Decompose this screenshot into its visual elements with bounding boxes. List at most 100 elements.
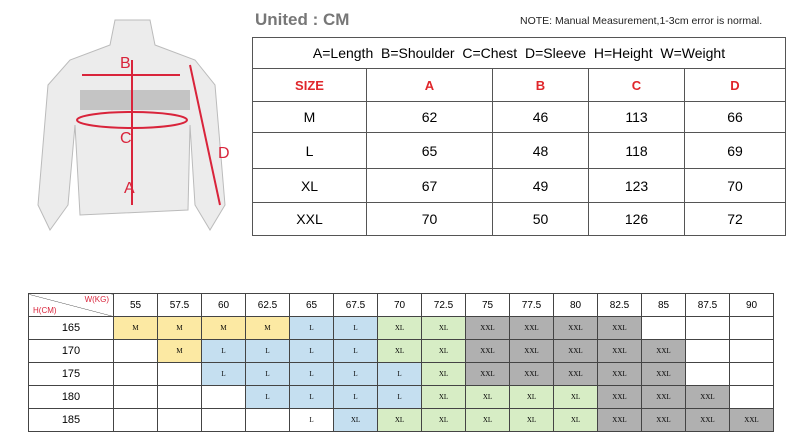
label-a: A: [124, 180, 135, 197]
size-cell: [113, 408, 158, 432]
weight: 82.5: [597, 293, 642, 317]
size-cell: XL: [421, 385, 466, 409]
legend-row: A=Length B=Shoulder C=Chest D=Sleeve H=H…: [252, 37, 786, 69]
size-row: XXL 70 50 126 72: [252, 202, 786, 236]
column-header: SIZE: [252, 68, 367, 102]
size-cell: L: [289, 316, 334, 340]
size-cell: XXL: [597, 362, 642, 386]
size-cell: [201, 385, 246, 409]
size-cell: XXL: [465, 362, 510, 386]
weight: 72.5: [421, 293, 466, 317]
size-cell: [245, 408, 290, 432]
size-cell: [729, 385, 774, 409]
size-cell: XXL: [685, 385, 730, 409]
label-b: B: [120, 55, 131, 72]
size-cell: M: [157, 339, 202, 363]
size-cell: M: [157, 316, 202, 340]
cell: XXL: [252, 202, 367, 236]
size-cell: XXL: [509, 316, 554, 340]
weight: 55: [113, 293, 158, 317]
weight: 87.5: [685, 293, 730, 317]
cell: XL: [252, 168, 367, 203]
size-cell: XL: [377, 408, 422, 432]
size-cell: [685, 316, 730, 340]
weight: 57.5: [157, 293, 202, 317]
cell: 72: [684, 202, 786, 236]
size-cell: L: [333, 316, 378, 340]
weight: 85: [641, 293, 686, 317]
height: 185: [28, 408, 114, 432]
size-cell: [685, 362, 730, 386]
height-row: 170 M L L L L XL XL XXL XXL XXL XXL XXL: [28, 339, 774, 363]
size-cell: [729, 316, 774, 340]
size-cell: XXL: [641, 385, 686, 409]
corner-weight: W(KG): [84, 295, 109, 304]
cell: 70: [684, 168, 786, 203]
height-row: 180 L L L L XL XL XL XL XXL XXL XXL: [28, 385, 774, 409]
cell: 118: [588, 132, 685, 169]
corner: W(KG) H(CM): [28, 293, 114, 317]
size-cell: [113, 362, 158, 386]
size-cell: L: [245, 385, 290, 409]
size-cell: XL: [421, 408, 466, 432]
corner-height: H(CM): [33, 306, 57, 315]
size-cell: XL: [553, 385, 598, 409]
size-cell: XL: [421, 339, 466, 363]
size-cell: L: [333, 339, 378, 363]
size-cell: XL: [465, 385, 510, 409]
cell: M: [252, 101, 367, 133]
size-cell: [113, 385, 158, 409]
size-cell: [157, 362, 202, 386]
size-cell: [729, 339, 774, 363]
size-cell: XXL: [685, 408, 730, 432]
size-cell: [157, 408, 202, 432]
size-cell: L: [333, 362, 378, 386]
size-cell: XXL: [465, 316, 510, 340]
height: 170: [28, 339, 114, 363]
size-cell: [201, 408, 246, 432]
jacket-stripe: [80, 90, 190, 110]
weight: 67.5: [333, 293, 378, 317]
jacket-diagram: B C D A: [37, 19, 230, 231]
weight: 62.5: [245, 293, 290, 317]
cell: 70: [366, 202, 493, 236]
size-cell: XL: [421, 316, 466, 340]
size-cell: [157, 385, 202, 409]
size-cell: XL: [377, 339, 422, 363]
size-cell: XL: [377, 316, 422, 340]
note: NOTE: Manual Measurement,1-3cm error is …: [520, 15, 763, 27]
size-cell: XXL: [465, 339, 510, 363]
unit-title: United : CM: [255, 10, 350, 29]
size-cell: XXL: [509, 362, 554, 386]
size-cell: XXL: [597, 408, 642, 432]
cell: 126: [588, 202, 685, 236]
size-cell: XXL: [641, 339, 686, 363]
size-cell: L: [289, 385, 334, 409]
size-cell: M: [113, 316, 158, 340]
column-header: D: [684, 68, 786, 102]
height: 180: [28, 385, 114, 409]
size-cell: XXL: [553, 339, 598, 363]
weight: 65: [289, 293, 334, 317]
cell: 113: [588, 101, 685, 133]
size-grid: W(KG) H(CM) 55 57.5 60 62.5 65 67.5 70 72.5 75 77.5…: [28, 293, 774, 432]
size-cell: XXL: [597, 385, 642, 409]
cell: 48: [492, 132, 589, 169]
cell: 69: [684, 132, 786, 169]
cell: 65: [366, 132, 493, 169]
size-cell: [729, 362, 774, 386]
height: 165: [28, 316, 114, 340]
label-d: D: [218, 145, 230, 162]
size-cell: L: [245, 362, 290, 386]
size-row: L 65 48 118 69: [252, 132, 786, 169]
size-cell: L: [201, 339, 246, 363]
size-row: XL 67 49 123 70: [252, 168, 786, 203]
cell: 46: [492, 101, 589, 133]
size-cell: XL: [509, 408, 554, 432]
height-row: 165 M M M M L L XL XL XXL XXL XXL XXL: [28, 316, 774, 340]
size-cell: L: [201, 362, 246, 386]
weight-row: W(KG) H(CM) 55 57.5 60 62.5 65 67.5 70 72.5 75 77.5…: [28, 293, 774, 317]
size-cell: XL: [333, 408, 378, 432]
size-cell: L: [333, 385, 378, 409]
size-cell: XL: [465, 408, 510, 432]
